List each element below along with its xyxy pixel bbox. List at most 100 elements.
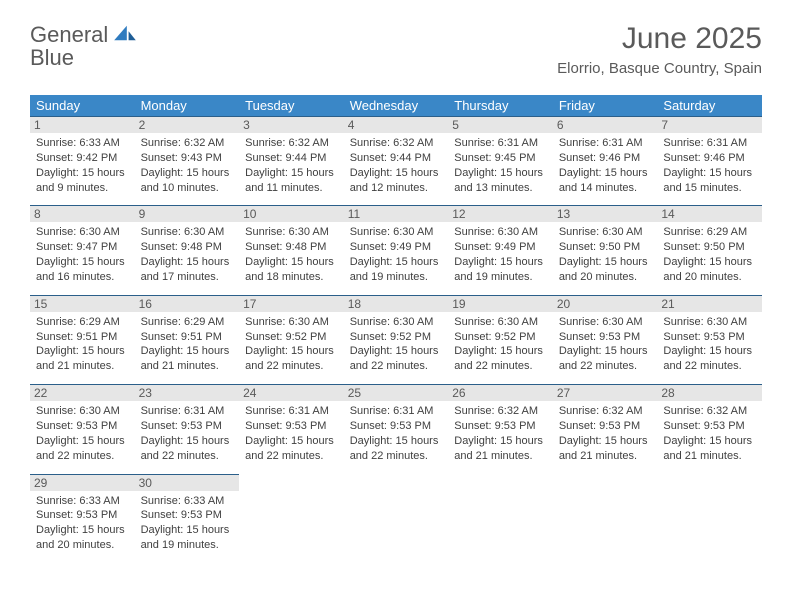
day-cell: 21Sunrise: 6:30 AMSunset: 9:53 PMDayligh… <box>657 295 762 384</box>
day-cell: 3Sunrise: 6:32 AMSunset: 9:44 PMDaylight… <box>239 117 344 206</box>
logo-text: General Blue <box>30 24 136 70</box>
daylight-line-1: Daylight: 15 hours <box>36 434 129 449</box>
sunrise-line: Sunrise: 6:30 AM <box>245 225 338 240</box>
calendar-page: General Blue June 2025 Elorrio, Basque C… <box>0 0 792 583</box>
daylight-line-2: and 13 minutes. <box>454 181 547 196</box>
day-number: 16 <box>135 296 240 312</box>
daylight-line-1: Daylight: 15 hours <box>245 255 338 270</box>
location-text: Elorrio, Basque Country, Spain <box>557 60 762 77</box>
day-number: 10 <box>239 206 344 222</box>
sunset-line: Sunset: 9:52 PM <box>350 330 443 345</box>
day-cell: 10 Sunrise: 6:30 AMSunset: 9:48 PMDayligh… <box>239 206 344 295</box>
day-number: 12 <box>448 206 553 222</box>
sunset-line: Sunset: 9:44 PM <box>245 151 338 166</box>
daylight-line-1: Daylight: 15 hours <box>559 434 652 449</box>
day-cell: 7Sunrise: 6:31 AMSunset: 9:46 PMDaylight… <box>657 117 762 206</box>
daylight-line-2: and 14 minutes. <box>559 181 652 196</box>
daylight-line-2: and 22 minutes. <box>36 449 129 464</box>
day-number: 14 <box>657 206 762 222</box>
logo-word2: Blue <box>30 45 74 70</box>
sunrise-line: Sunrise: 6:30 AM <box>36 404 129 419</box>
daylight-line-2: and 22 minutes. <box>663 359 756 374</box>
day-number: 25 <box>344 385 449 401</box>
day-number: 26 <box>448 385 553 401</box>
day-cell: 14Sunrise: 6:29 AMSunset: 9:50 PMDayligh… <box>657 206 762 295</box>
day-number: 1 <box>30 117 135 133</box>
sunrise-line: Sunrise: 6:30 AM <box>559 225 652 240</box>
daylight-line-2: and 19 minutes. <box>141 538 234 553</box>
daylight-line-1: Daylight: 15 hours <box>454 344 547 359</box>
daylight-line-1: Daylight: 15 hours <box>350 255 443 270</box>
day-number: 28 <box>657 385 762 401</box>
daylight-line-1: Daylight: 15 hours <box>663 166 756 181</box>
day-cell: 17Sunrise: 6:30 AMSunset: 9:52 PMDayligh… <box>239 295 344 384</box>
daylight-line-1: Daylight: 15 hours <box>350 434 443 449</box>
day-number: 21 <box>657 296 762 312</box>
sunrise-line: Sunrise: 6:30 AM <box>141 225 234 240</box>
sunset-line: Sunset: 9:53 PM <box>350 419 443 434</box>
daylight-line-1: Daylight: 15 hours <box>141 523 234 538</box>
daylight-line-1: Daylight: 15 hours <box>141 255 234 270</box>
day-cell: 28Sunrise: 6:32 AMSunset: 9:53 PMDayligh… <box>657 385 762 474</box>
sunrise-line: Sunrise: 6:31 AM <box>141 404 234 419</box>
sunset-line: Sunset: 9:48 PM <box>245 240 338 255</box>
day-cell: 13Sunrise: 6:30 AMSunset: 9:50 PMDayligh… <box>553 206 658 295</box>
daylight-line-2: and 21 minutes. <box>141 359 234 374</box>
day-cell: 9Sunrise: 6:30 AMSunset: 9:48 PMDaylight… <box>135 206 240 295</box>
daylight-line-1: Daylight: 15 hours <box>454 434 547 449</box>
week-row: 22Sunrise: 6:30 AMSunset: 9:53 PMDayligh… <box>30 385 762 474</box>
dayhead-fri: Friday <box>553 95 658 117</box>
calendar-table: Sunday Monday Tuesday Wednesday Thursday… <box>30 95 762 563</box>
day-cell: 20Sunrise: 6:30 AMSunset: 9:53 PMDayligh… <box>553 295 658 384</box>
daylight-line-2: and 19 minutes. <box>350 270 443 285</box>
sunrise-line: Sunrise: 6:32 AM <box>663 404 756 419</box>
sunset-line: Sunset: 9:46 PM <box>559 151 652 166</box>
sunset-line: Sunset: 9:52 PM <box>454 330 547 345</box>
day-number: 27 <box>553 385 658 401</box>
sunset-line: Sunset: 9:49 PM <box>350 240 443 255</box>
day-cell: 18Sunrise: 6:30 AMSunset: 9:52 PMDayligh… <box>344 295 449 384</box>
day-cell: 12Sunrise: 6:30 AMSunset: 9:49 PMDayligh… <box>448 206 553 295</box>
day-number: 3 <box>239 117 344 133</box>
sunrise-line: Sunrise: 6:32 AM <box>454 404 547 419</box>
day-cell: 29Sunrise: 6:33 AMSunset: 9:53 PMDayligh… <box>30 474 135 563</box>
day-cell: 1Sunrise: 6:33 AMSunset: 9:42 PMDaylight… <box>30 117 135 206</box>
sunrise-line: Sunrise: 6:30 AM <box>350 225 443 240</box>
page-header: General Blue June 2025 Elorrio, Basque C… <box>30 22 762 77</box>
daylight-line-2: and 21 minutes. <box>559 449 652 464</box>
week-row: 8Sunrise: 6:30 AMSunset: 9:47 PMDaylight… <box>30 206 762 295</box>
day-cell: 4Sunrise: 6:32 AMSunset: 9:44 PMDaylight… <box>344 117 449 206</box>
daylight-line-1: Daylight: 15 hours <box>559 255 652 270</box>
dayhead-wed: Wednesday <box>344 95 449 117</box>
calendar-body: 1Sunrise: 6:33 AMSunset: 9:42 PMDaylight… <box>30 117 762 563</box>
sunrise-line: Sunrise: 6:29 AM <box>663 225 756 240</box>
day-cell: 27Sunrise: 6:32 AMSunset: 9:53 PMDayligh… <box>553 385 658 474</box>
sunrise-line: Sunrise: 6:30 AM <box>36 225 129 240</box>
sunset-line: Sunset: 9:53 PM <box>663 419 756 434</box>
logo: General Blue <box>30 24 136 70</box>
sunset-line: Sunset: 9:48 PM <box>141 240 234 255</box>
day-cell <box>553 474 658 563</box>
day-number: 17 <box>239 296 344 312</box>
title-block: June 2025 Elorrio, Basque Country, Spain <box>557 22 762 77</box>
sunrise-line: Sunrise: 6:31 AM <box>454 136 547 151</box>
sunrise-line: Sunrise: 6:32 AM <box>245 136 338 151</box>
day-number: 2 <box>135 117 240 133</box>
day-number: 4 <box>344 117 449 133</box>
dayhead-thu: Thursday <box>448 95 553 117</box>
daylight-line-2: and 11 minutes. <box>245 181 338 196</box>
sunset-line: Sunset: 9:43 PM <box>141 151 234 166</box>
day-cell: 30Sunrise: 6:33 AMSunset: 9:53 PMDayligh… <box>135 474 240 563</box>
daylight-line-1: Daylight: 15 hours <box>141 344 234 359</box>
daylight-line-1: Daylight: 15 hours <box>559 166 652 181</box>
day-cell <box>239 474 344 563</box>
day-number: 13 <box>553 206 658 222</box>
day-number: 11 <box>344 206 449 222</box>
daylight-line-2: and 20 minutes. <box>663 270 756 285</box>
sunset-line: Sunset: 9:52 PM <box>245 330 338 345</box>
daylight-line-2: and 22 minutes. <box>559 359 652 374</box>
daylight-line-2: and 22 minutes. <box>245 359 338 374</box>
sunrise-line: Sunrise: 6:32 AM <box>141 136 234 151</box>
sunset-line: Sunset: 9:50 PM <box>663 240 756 255</box>
daylight-line-2: and 19 minutes. <box>454 270 547 285</box>
